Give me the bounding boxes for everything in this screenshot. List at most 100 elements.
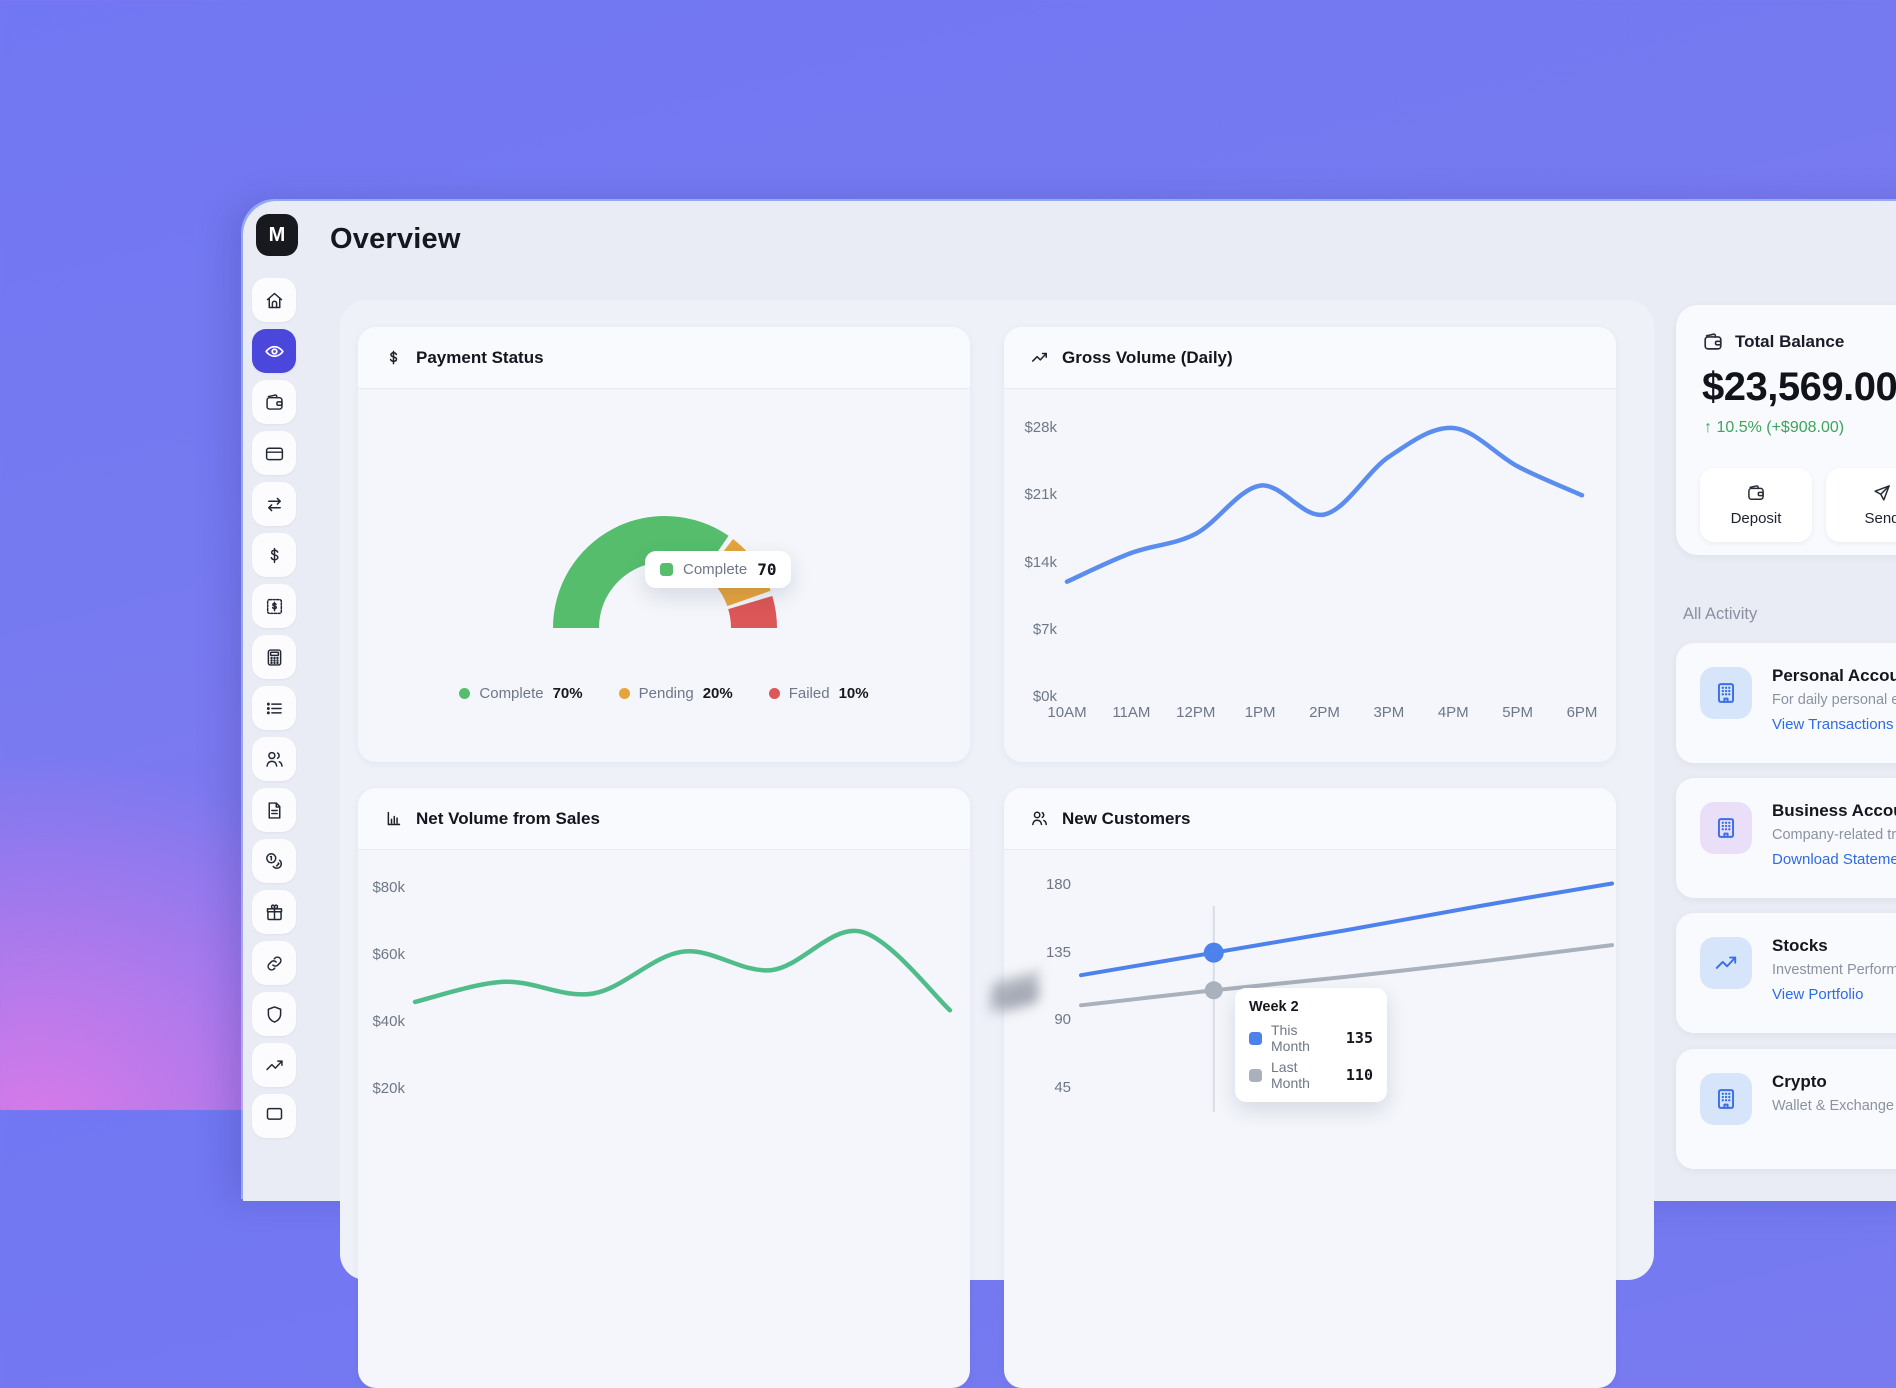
sidebar-item-file-text[interactable] bbox=[252, 788, 296, 832]
gift-icon bbox=[266, 903, 282, 920]
sidebar-item-monitor[interactable] bbox=[252, 1094, 296, 1138]
activity-title: Personal Account bbox=[1772, 666, 1896, 685]
gauge-tooltip-value: 70 bbox=[757, 560, 777, 579]
dollar-icon bbox=[389, 350, 398, 365]
pending-dot bbox=[618, 688, 630, 699]
net-volume-card: Net Volume from Sales $80k $60k $40k $20k bbox=[358, 788, 970, 1388]
activity-card-stocks: Stocks Investment Performance View Portfol… bbox=[1676, 913, 1896, 1033]
activity-subtitle: Wallet & Exchange bbox=[1772, 1098, 1894, 1114]
last-month-swatch bbox=[1249, 1068, 1262, 1082]
y-tick: $21k bbox=[1024, 486, 1057, 504]
monitor-icon bbox=[266, 1107, 282, 1120]
y-tick: $7k bbox=[1032, 620, 1057, 638]
this-month-swatch bbox=[1249, 1031, 1262, 1045]
coins-icon bbox=[265, 852, 282, 869]
trending-up-icon bbox=[265, 1059, 283, 1070]
gross-volume-card: Gross Volume (Daily) $28k $21k $14k $7k $0k … bbox=[1004, 327, 1616, 762]
legend-failed: Failed 10% bbox=[768, 685, 869, 702]
sidebar-item-receipt-dollar[interactable] bbox=[252, 584, 296, 628]
y-tick: $60k bbox=[372, 946, 405, 963]
activity-icon-wrap bbox=[1700, 802, 1752, 854]
activity-title: Crypto bbox=[1772, 1072, 1827, 1091]
sidebar-item-coins[interactable] bbox=[252, 839, 296, 883]
sidebar-item-gift[interactable] bbox=[252, 890, 296, 934]
list-icon bbox=[266, 702, 282, 714]
gross-volume-header: Gross Volume (Daily) bbox=[1004, 327, 1616, 389]
sidebar-item-transfer-arrows[interactable] bbox=[252, 482, 296, 526]
complete-swatch bbox=[660, 563, 673, 576]
total-balance-delta: ↑ 10.5% (+$908.00) bbox=[1704, 419, 1845, 436]
activity-subtitle: Investment Performance bbox=[1772, 962, 1896, 978]
y-tick: 90 bbox=[1054, 1011, 1071, 1029]
week2-tooltip-title: Week 2 bbox=[1249, 999, 1299, 1015]
sidebar-item-calculator[interactable] bbox=[252, 635, 296, 679]
gauge-tooltip: Complete 70 bbox=[645, 551, 792, 588]
x-tick: 3PM bbox=[1373, 704, 1405, 721]
send-button[interactable]: Send bbox=[1826, 468, 1896, 542]
activity-subtitle: For daily personal expenses bbox=[1772, 692, 1896, 708]
y-tick: $40k bbox=[372, 1013, 405, 1030]
activity-link[interactable]: View Portfolio bbox=[1772, 986, 1864, 1003]
wallet-icon bbox=[1748, 485, 1764, 500]
payment-status-header: Payment Status bbox=[358, 327, 970, 389]
activity-link[interactable]: Download Statement bbox=[1772, 851, 1896, 868]
y-tick: $20k bbox=[372, 1080, 405, 1097]
calculator-icon bbox=[267, 648, 281, 666]
sidebar-item-list[interactable] bbox=[252, 686, 296, 730]
sidebar-item-wallet[interactable] bbox=[252, 380, 296, 424]
x-tick: 10AM bbox=[1047, 704, 1087, 721]
building-icon bbox=[1717, 683, 1735, 703]
building-icon bbox=[1717, 1089, 1735, 1109]
week2-tooltip: Week 2 This Month 135 Last Month 110 bbox=[1235, 988, 1387, 1102]
shield-icon bbox=[267, 1005, 281, 1023]
sidebar-item-trending-up[interactable] bbox=[252, 1043, 296, 1087]
activity-subtitle: Company-related transactions bbox=[1772, 827, 1896, 843]
x-tick: 11AM bbox=[1112, 704, 1151, 721]
activity-card-personal-account: Personal Account For daily personal expen… bbox=[1676, 643, 1896, 763]
total-balance-card: Total Balance $23,569.00 ↑ 10.5% (+$908.… bbox=[1676, 305, 1896, 555]
activity-icon-wrap bbox=[1700, 937, 1752, 989]
sidebar-item-home[interactable] bbox=[252, 278, 296, 322]
total-balance-head: Total Balance bbox=[1702, 331, 1844, 353]
y-tick: 135 bbox=[1045, 943, 1071, 961]
link-icon bbox=[266, 955, 282, 971]
new-customers-title: New Customers bbox=[1062, 808, 1191, 828]
users-icon bbox=[265, 751, 283, 767]
receipt-dollar-icon bbox=[266, 598, 282, 614]
x-tick: 12PM bbox=[1176, 704, 1216, 721]
sidebar-item-link[interactable] bbox=[252, 941, 296, 985]
file-text-icon bbox=[268, 801, 280, 819]
x-tick: 4PM bbox=[1437, 704, 1469, 721]
sidebar-item-eye[interactable] bbox=[252, 329, 296, 373]
net-volume-header: Net Volume from Sales bbox=[358, 788, 970, 850]
failed-dot bbox=[768, 688, 780, 699]
sidebar-item-shield[interactable] bbox=[252, 992, 296, 1036]
users-icon bbox=[1032, 811, 1047, 826]
gross-volume-line-chart[interactable] bbox=[1004, 389, 1616, 762]
deposit-button[interactable]: Deposit bbox=[1700, 468, 1812, 542]
new-customers-line-chart[interactable] bbox=[1004, 850, 1616, 1250]
wallet-icon bbox=[1704, 333, 1722, 350]
x-tick: 6PM bbox=[1566, 704, 1598, 721]
main-panel: Payment Status Complete 70 Complete 70% bbox=[340, 300, 1654, 1388]
gross-volume-title: Gross Volume (Daily) bbox=[1062, 347, 1233, 367]
x-tick: 2PM bbox=[1309, 704, 1340, 721]
activity-link[interactable]: View Transactions bbox=[1772, 716, 1894, 733]
dollar-icon bbox=[270, 547, 279, 563]
bar-chart-icon bbox=[387, 811, 401, 826]
activity-icon-wrap bbox=[1700, 1073, 1752, 1125]
sidebar-item-credit-card[interactable] bbox=[252, 431, 296, 475]
building-icon bbox=[1717, 818, 1735, 838]
trending-up-icon bbox=[1715, 956, 1737, 969]
sidebar-item-users[interactable] bbox=[252, 737, 296, 781]
app-logo[interactable]: M bbox=[256, 214, 298, 256]
activity-card-business-account: Business Account Company-related transact… bbox=[1676, 778, 1896, 898]
new-customers-card: New Customers 180 135 90 45 Week 2 This Mon… bbox=[1004, 788, 1616, 1388]
total-balance-amount: $23,569.00 bbox=[1702, 365, 1896, 409]
x-tick: 5PM bbox=[1502, 704, 1534, 721]
trending-up-icon bbox=[1032, 352, 1047, 362]
all-activity-heading: All Activity bbox=[1683, 605, 1758, 623]
net-volume-line-chart[interactable] bbox=[358, 850, 970, 1250]
sidebar-item-dollar[interactable] bbox=[252, 533, 296, 577]
y-tick: $28k bbox=[1024, 419, 1057, 436]
